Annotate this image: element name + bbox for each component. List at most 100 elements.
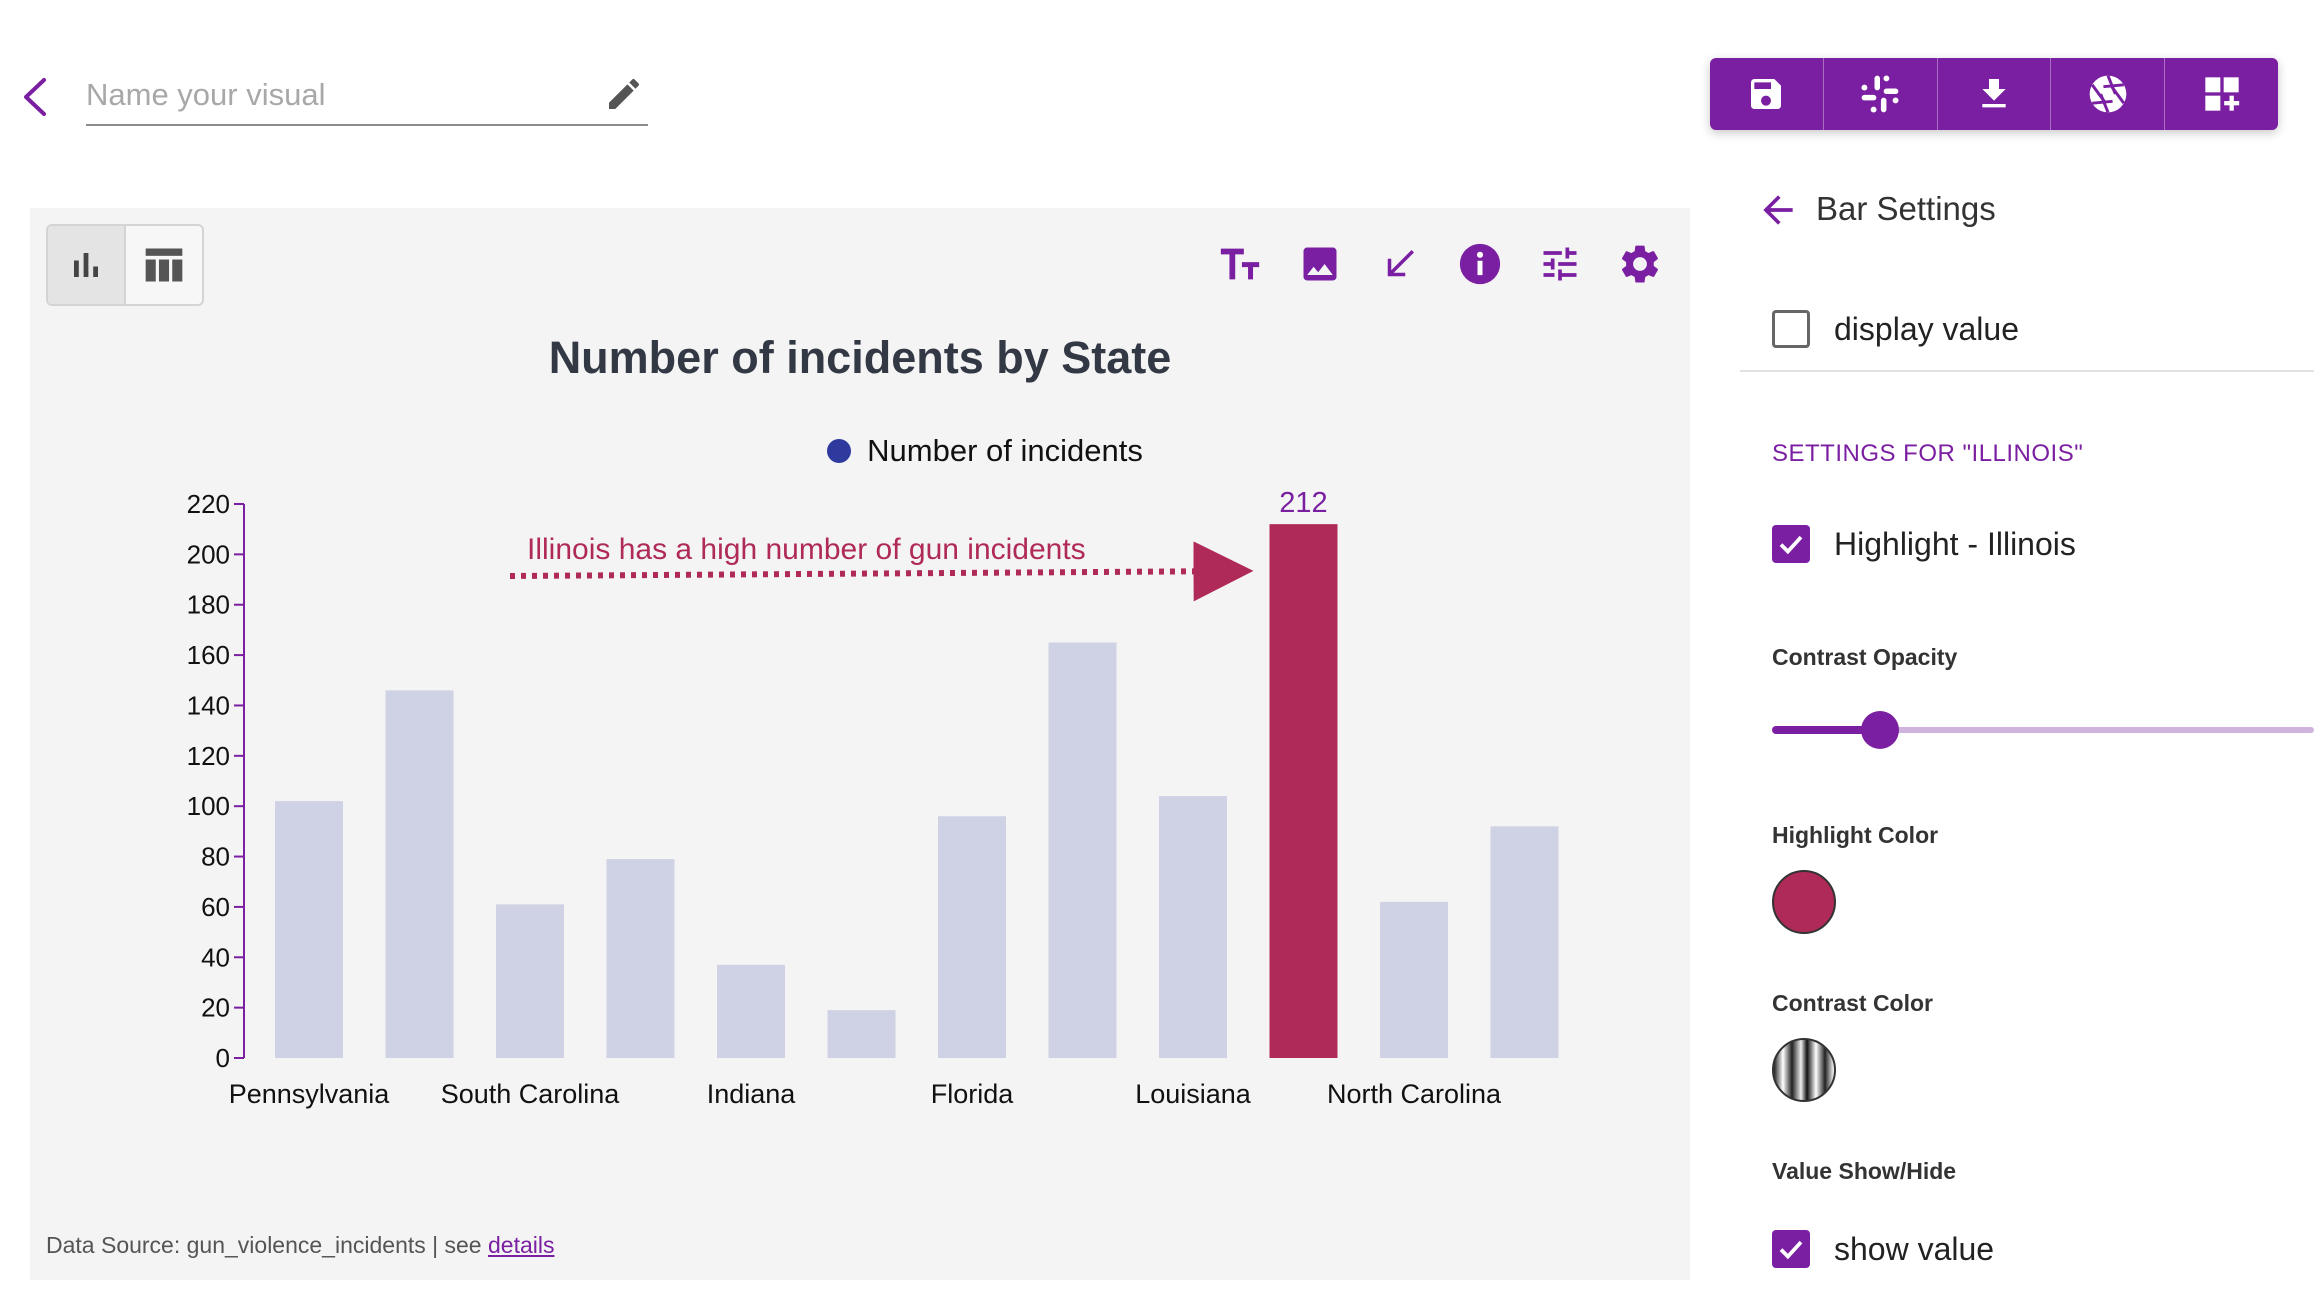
x-tick-label: Indiana: [707, 1079, 797, 1109]
bar: [385, 690, 454, 1058]
bar: [827, 1010, 896, 1058]
bar: [1490, 826, 1559, 1058]
info-icon: [1459, 243, 1501, 285]
x-tick-label: Louisiana: [1135, 1079, 1252, 1109]
bar: [1380, 901, 1448, 1058]
aperture-icon: [2089, 75, 2127, 113]
checkmark-icon: [1779, 1240, 1803, 1260]
contrast-opacity-label: Contrast Opacity: [1772, 644, 1958, 670]
show-value-label: show value: [1834, 1230, 1995, 1267]
x-tick-label: North Carolina: [1327, 1079, 1502, 1109]
tune-button[interactable]: [1534, 238, 1586, 290]
section-heading: SETTINGS FOR "ILLINOIS": [1772, 440, 2084, 467]
bar: [496, 904, 564, 1058]
slack-icon: [1861, 75, 1899, 113]
value-showhide-label: Value Show/Hide: [1772, 1158, 1957, 1184]
contrast-color-label: Contrast Color: [1772, 990, 1933, 1016]
bar: [275, 801, 343, 1058]
details-link[interactable]: details: [487, 1232, 555, 1258]
bar: [938, 816, 1006, 1058]
view-toggle: [46, 224, 204, 306]
chart-card: Number of incidents by State Number of i…: [30, 208, 1690, 1280]
settings-panel: Bar Settings display value SETTINGS FOR …: [1740, 180, 2324, 1292]
y-tick-label: 180: [187, 590, 230, 620]
gear-icon: [1621, 245, 1658, 283]
text-size-button[interactable]: [1214, 238, 1266, 290]
info-button[interactable]: [1454, 238, 1506, 290]
y-tick-label: 80: [201, 842, 230, 872]
display-value-label: display value: [1834, 310, 2019, 347]
add-to-dashboard-button[interactable]: [2165, 58, 2278, 130]
bar: [1048, 642, 1117, 1058]
slider-track: [1772, 727, 2314, 733]
insert-image-button[interactable]: [1294, 238, 1346, 290]
bar: [717, 964, 785, 1058]
x-tick-label: South Carolina: [441, 1079, 621, 1109]
save-button[interactable]: [1710, 58, 1824, 130]
table-icon: [145, 248, 183, 282]
x-tick-label: Pennsylvania: [229, 1079, 391, 1109]
display-value-checkbox[interactable]: [1772, 310, 1810, 348]
top-toolbar: [1710, 58, 2278, 130]
bar-chart: 0 20 40 60 80 100 120 140 160 180 200 220 Pennsylvan…: [187, 487, 1559, 1109]
chart-view-button[interactable]: [48, 226, 126, 304]
slider-thumb[interactable]: [1861, 711, 1900, 749]
highlight-checkbox[interactable]: [1772, 525, 1810, 563]
y-tick-label: 160: [187, 640, 230, 670]
highlight-checkbox-row[interactable]: Highlight - Illinois: [1772, 525, 2076, 563]
visual-name-field: [86, 66, 648, 126]
bar: [606, 859, 675, 1058]
arrow-annotation-button[interactable]: [1374, 238, 1426, 290]
tune-icon: [1543, 247, 1577, 281]
y-tick-label: 100: [187, 791, 230, 821]
download-button[interactable]: [1938, 58, 2052, 130]
chart-title: Number of incidents by State: [548, 332, 1172, 383]
visual-name-input[interactable]: [86, 70, 586, 120]
table-view-button[interactable]: [126, 226, 202, 304]
chart-tools: [1214, 238, 1666, 290]
panel-divider: [1740, 370, 2314, 372]
chart-legend: Number of incidents: [30, 433, 1690, 469]
save-icon: [1751, 79, 1782, 109]
bar-value-label: 212: [1279, 487, 1327, 519]
pencil-icon[interactable]: [604, 74, 644, 114]
y-tick-label: 40: [201, 942, 230, 972]
legend-label: Number of incidents: [867, 433, 1143, 468]
x-tick-label: Florida: [931, 1079, 1015, 1109]
show-value-checkbox-row[interactable]: show value: [1772, 1230, 1994, 1268]
contrast-color-swatch[interactable]: [1772, 1038, 1836, 1102]
panel-title: Bar Settings: [1816, 190, 1996, 227]
slider-fill: [1772, 726, 1881, 734]
chart-settings-button[interactable]: [1614, 238, 1666, 290]
highlight-label: Highlight - Illinois: [1834, 525, 2076, 562]
image-icon: [1303, 247, 1337, 281]
highlighted-bar: [1269, 524, 1338, 1058]
highlight-color-label: Highlight Color: [1772, 822, 1939, 848]
add-dashboard-icon: [2204, 77, 2239, 111]
show-value-checkbox[interactable]: [1772, 1230, 1810, 1268]
y-tick-label: 60: [201, 892, 230, 922]
data-source-footer: Data Source: gun_violence_incidents | se…: [46, 1232, 554, 1259]
legend-marker: [827, 439, 852, 463]
annotation-arrow: [509, 541, 1254, 602]
chevron-left-icon: [24, 78, 46, 116]
slack-share-button[interactable]: [1824, 58, 1938, 130]
y-tick-label: 140: [187, 690, 230, 720]
contrast-opacity-slider[interactable]: [1772, 710, 2314, 750]
bar-chart-icon: [74, 253, 98, 277]
checkmark-icon: [1779, 535, 1803, 555]
arrow-left-icon: [1763, 195, 1793, 225]
download-icon: [1982, 79, 2006, 108]
panel-back-button[interactable]: [1756, 188, 1800, 232]
snapshot-button[interactable]: [2051, 58, 2166, 130]
display-value-checkbox-row[interactable]: display value: [1772, 310, 2019, 348]
y-tick-label: 220: [187, 489, 230, 519]
y-tick-label: 20: [201, 993, 230, 1023]
highlight-color-swatch[interactable]: [1772, 870, 1836, 934]
text-size-icon: [1220, 248, 1260, 280]
arrow-annotation-icon: [1387, 250, 1414, 277]
y-tick-label: 120: [187, 741, 230, 771]
back-button[interactable]: [14, 72, 54, 122]
data-source-text: Data Source: gun_violence_incidents | se…: [46, 1232, 488, 1258]
